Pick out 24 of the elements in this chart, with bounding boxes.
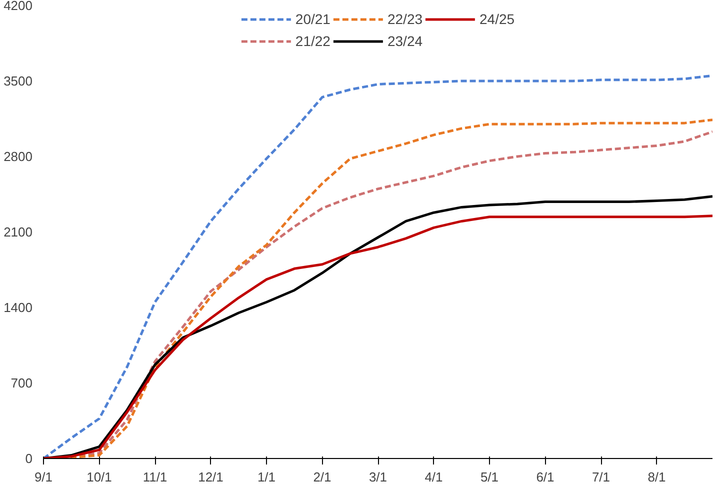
x-tick-label: 11/1: [142, 470, 168, 484]
x-tick-label: 12/1: [198, 470, 224, 484]
legend-label: 24/25: [480, 11, 515, 27]
y-tick-label: 0: [25, 451, 33, 466]
x-tick-label: 2/1: [313, 470, 332, 484]
y-tick-label: 1400: [4, 300, 32, 315]
x-tick-label: 9/1: [34, 470, 53, 484]
legend-label: 22/23: [387, 11, 423, 27]
x-tick-label: 6/1: [536, 470, 554, 484]
x-tick-label: 7/1: [592, 470, 610, 484]
x-tick-label: 3/1: [368, 470, 388, 484]
legend-label: 21/22: [295, 33, 330, 49]
legend-label: 23/24: [387, 33, 423, 49]
y-tick-label: 3500: [4, 74, 32, 88]
x-tick-label: 8/1: [648, 470, 666, 484]
y-tick-label: 700: [10, 376, 33, 390]
x-tick-label: 1/1: [257, 470, 276, 484]
x-tick-label: 4/1: [424, 470, 443, 484]
y-tick-label: 4200: [4, 0, 32, 13]
y-tick-label: 2800: [4, 149, 32, 164]
x-tick-label: 10/1: [86, 470, 112, 484]
y-tick-label: 2100: [4, 224, 32, 240]
legend-label: 20/21: [295, 11, 330, 27]
x-tick-label: 5/1: [480, 470, 499, 484]
